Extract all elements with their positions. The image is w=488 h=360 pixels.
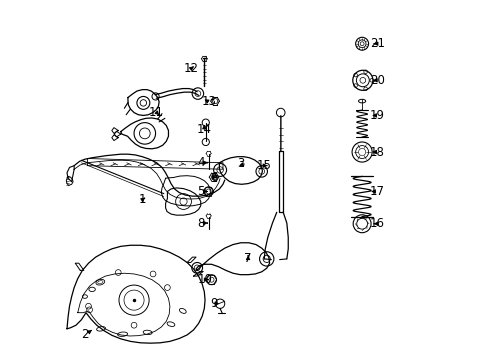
Text: 10: 10 xyxy=(197,273,212,286)
Text: 2: 2 xyxy=(81,328,91,341)
Text: 8: 8 xyxy=(197,216,207,230)
Text: 17: 17 xyxy=(369,185,384,198)
Text: 4: 4 xyxy=(197,156,207,169)
Text: 7: 7 xyxy=(244,252,251,265)
Text: 12: 12 xyxy=(183,62,198,75)
Text: 14: 14 xyxy=(197,123,211,136)
Text: 1: 1 xyxy=(138,193,146,206)
Text: 5: 5 xyxy=(197,185,207,198)
Text: 9: 9 xyxy=(210,297,218,310)
Text: 13: 13 xyxy=(201,95,216,108)
Text: 19: 19 xyxy=(369,109,384,122)
Text: 20: 20 xyxy=(369,74,384,87)
Text: 6: 6 xyxy=(210,171,217,184)
Text: 18: 18 xyxy=(369,145,384,158)
Text: 16: 16 xyxy=(369,217,384,230)
Text: 11: 11 xyxy=(149,106,164,119)
Text: 3: 3 xyxy=(237,157,244,170)
Text: 15: 15 xyxy=(257,159,271,172)
Text: 21: 21 xyxy=(369,37,384,50)
